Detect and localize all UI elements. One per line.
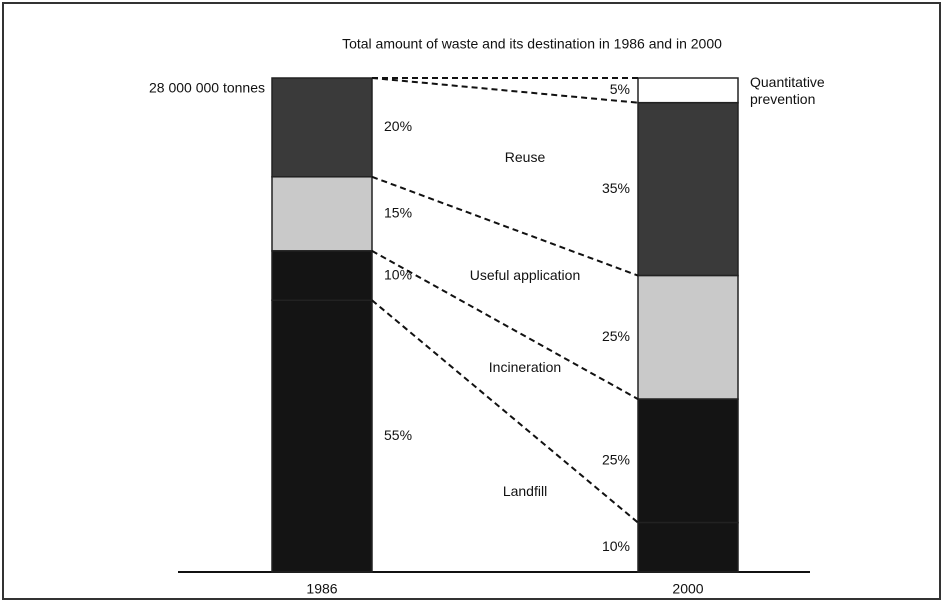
chart-title: Total amount of waste and its destinatio… — [342, 36, 722, 52]
series-name: Quantitative prevention — [750, 74, 825, 107]
connector — [371, 175, 639, 277]
value-label: 20% — [384, 118, 412, 134]
bar-segment — [271, 299, 373, 573]
connector — [371, 250, 639, 400]
series-name: Reuse — [504, 149, 546, 166]
x-tick-label: 1986 — [306, 581, 337, 597]
value-label: 10% — [602, 538, 630, 554]
bar-segment — [271, 250, 373, 302]
series-name: Useful application — [469, 266, 581, 283]
bar-segment — [271, 77, 373, 178]
series-name: Landfill — [502, 482, 548, 499]
bar-segment — [637, 398, 739, 524]
value-label: 35% — [602, 180, 630, 196]
series-name: Incineration — [488, 359, 562, 376]
annotation: 28 000 000 tonnes — [149, 80, 265, 96]
value-label: 25% — [602, 328, 630, 344]
connector — [371, 77, 639, 104]
bar-segment — [271, 176, 373, 252]
connector — [371, 299, 639, 524]
value-label: 25% — [602, 452, 630, 468]
x-tick-label: 2000 — [672, 581, 703, 597]
value-label: 55% — [384, 427, 412, 443]
value-label: 15% — [384, 205, 412, 221]
bar-segment — [637, 77, 739, 104]
bar-segment — [637, 101, 739, 277]
value-label: 5% — [610, 81, 630, 97]
value-label: 10% — [384, 266, 412, 282]
bar-segment — [637, 274, 739, 400]
bar-segment — [637, 521, 739, 573]
